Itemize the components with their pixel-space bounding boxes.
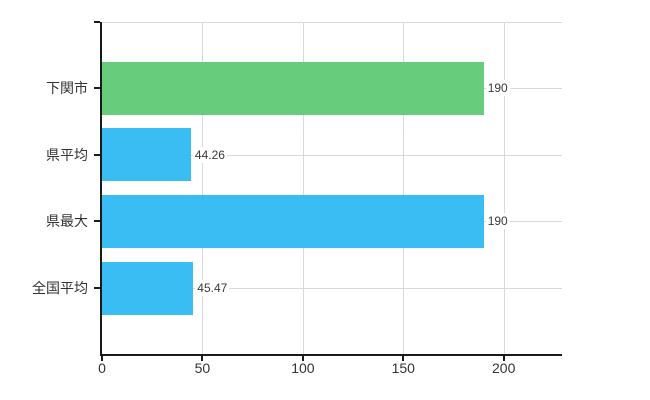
gridline-x-50 [202, 22, 204, 354]
value-label-2: 190 [485, 213, 510, 230]
gridline-x-150 [403, 22, 405, 354]
plot-area: 190 44.26 190 45.47 [102, 22, 562, 354]
bar-2 [102, 194, 484, 248]
category-label-1: 県平均 [46, 146, 88, 163]
y-tick-0 [94, 87, 100, 89]
bar-3 [102, 261, 194, 315]
category-label-3: 全国平均 [32, 280, 88, 297]
gridline-x-200 [503, 22, 505, 354]
gridline-top [102, 22, 562, 23]
x-tick-150 [402, 356, 405, 361]
value-label-3: 45.47 [195, 280, 230, 297]
x-tick-label-0: 0 [98, 360, 106, 376]
gridline-row-3 [102, 288, 562, 290]
y-tick-top [94, 21, 100, 23]
category-label-2: 県最大 [46, 213, 88, 230]
gridline-x-100 [302, 22, 304, 354]
x-tick-200 [502, 356, 505, 361]
x-tick-100 [301, 356, 304, 361]
x-axis-line [100, 354, 562, 356]
y-tick-3 [94, 287, 100, 290]
x-tick-label-100: 100 [291, 360, 315, 376]
x-tick-label-150: 150 [391, 360, 415, 376]
y-axis-line [100, 22, 102, 356]
bar-0 [102, 61, 484, 115]
x-tick-0 [101, 356, 103, 361]
x-tick-50 [201, 356, 204, 361]
y-tick-2 [94, 220, 100, 223]
x-tick-label-200: 200 [492, 360, 516, 376]
gridline-row-1 [102, 154, 562, 156]
bar-1 [102, 128, 191, 182]
y-tick-1 [94, 153, 100, 156]
value-label-0: 190 [485, 80, 510, 96]
x-tick-label-50: 50 [194, 360, 211, 376]
value-label-1: 44.26 [192, 146, 227, 163]
category-label-0: 下関市 [46, 80, 88, 96]
